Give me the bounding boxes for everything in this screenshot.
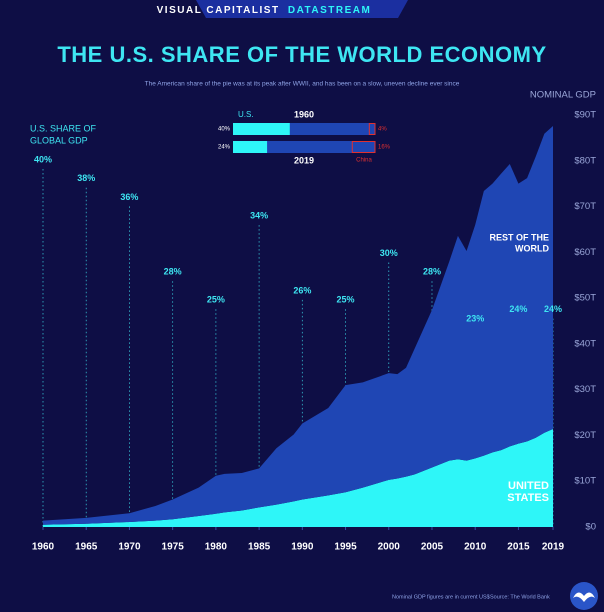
header-brand: VISUAL CAPITALIST <box>157 5 280 16</box>
share-label: 30% <box>380 248 398 258</box>
share-label: 26% <box>293 285 311 295</box>
inset-us-value: 40% <box>218 127 231 133</box>
x-tick-label: 1975 <box>162 542 185 553</box>
x-tick-label: 2015 <box>507 542 530 553</box>
share-label: 34% <box>250 210 268 220</box>
x-tick-label: 1965 <box>75 542 98 553</box>
chart-title: THE U.S. SHARE OF THE WORLD ECONOMY <box>57 42 546 67</box>
chart-subtitle: The American share of the pie was at its… <box>145 81 460 88</box>
share-label: 25% <box>337 295 355 305</box>
share-title: GLOBAL GDP <box>30 135 88 145</box>
area <box>43 125 553 525</box>
x-tick-label: 1970 <box>118 542 141 553</box>
header-product: DATASTREAM <box>288 5 372 16</box>
series-label: REST OF THE <box>489 232 549 242</box>
share-label: 40% <box>34 154 52 164</box>
x-tick-label: 1995 <box>334 542 357 553</box>
inset-china-value: 4% <box>378 127 387 133</box>
series-label: UNITED <box>508 480 549 492</box>
y-tick-label: $70T <box>574 201 596 212</box>
y-axis-label: NOMINAL GDP <box>530 90 596 101</box>
x-tick-label: 2019 <box>542 542 565 553</box>
x-tick-label: 2005 <box>421 542 444 553</box>
x-tick-label: 1985 <box>248 542 271 553</box>
y-tick-label: $30T <box>574 384 596 395</box>
inset-us-label: U.S. <box>238 110 254 119</box>
header-band <box>196 0 408 18</box>
x-tick-label: 1980 <box>205 542 228 553</box>
plot: $0 $10T $20T $30T $40T $50T $60T $70T $80T $90T 19… <box>32 109 596 553</box>
inset-track <box>233 141 375 153</box>
x-tick-label: 2010 <box>464 542 487 553</box>
y-tick-label: $10T <box>574 476 596 487</box>
share-label: 25% <box>207 295 225 305</box>
series-label: WORLD <box>515 243 549 253</box>
x-tick-label: 1990 <box>291 542 314 553</box>
y-tick-label: $40T <box>574 338 596 349</box>
inset-china-value: 16% <box>378 145 391 151</box>
share-label: 23% <box>466 313 484 323</box>
share-label: 24% <box>509 304 527 314</box>
share-label: 38% <box>77 173 95 183</box>
x-tick-label: 1960 <box>32 542 55 553</box>
y-tick-label: $0 <box>585 522 596 533</box>
inset-year: 1960 <box>294 109 314 119</box>
share-label: 24% <box>544 304 562 314</box>
y-tick-label: $60T <box>574 247 596 258</box>
inset-china-label: China <box>356 158 372 164</box>
share-label: 28% <box>164 267 182 277</box>
share-title: U.S. SHARE OF <box>30 123 97 133</box>
share-label: 28% <box>423 267 441 277</box>
footer-note: Nominal GDP figures are in current US$ <box>392 594 490 600</box>
inset-year: 2019 <box>294 155 314 165</box>
inset-china-bar <box>368 123 376 135</box>
footer-source: Source: The World Bank <box>490 594 550 600</box>
logo <box>570 582 598 610</box>
inset-china-bar <box>351 141 376 153</box>
y-tick-label: $80T <box>574 155 596 166</box>
inset-us-value: 24% <box>218 145 231 151</box>
y-tick-label: $20T <box>574 430 596 441</box>
header: VISUAL CAPITALIST DATASTREAM <box>157 5 372 16</box>
area <box>43 429 553 527</box>
y-tick-label: $50T <box>574 293 596 304</box>
inset-us-bar <box>233 141 268 153</box>
x-tick-label: 2000 <box>378 542 401 553</box>
share-label: 36% <box>120 192 138 202</box>
inset-us-bar <box>233 123 290 135</box>
series-label: STATES <box>507 492 549 504</box>
y-tick-label: $90T <box>574 110 596 121</box>
logo-mark <box>573 592 595 602</box>
